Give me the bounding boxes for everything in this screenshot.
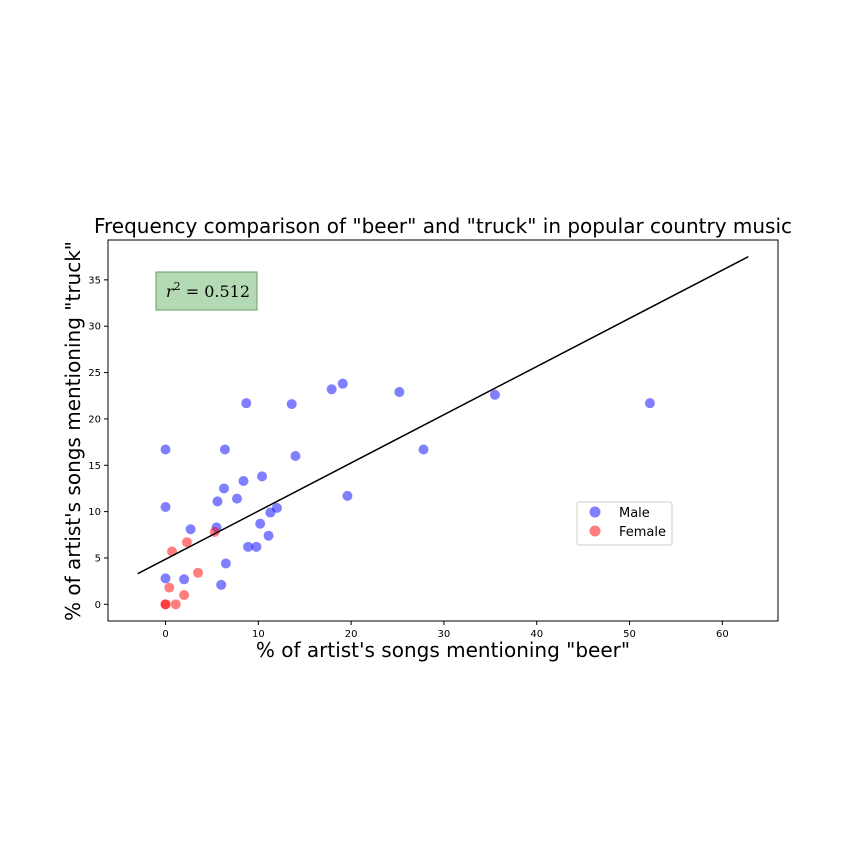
- data-point-female: [170, 599, 181, 610]
- data-point-male: [241, 398, 252, 409]
- data-point-male: [342, 490, 353, 501]
- data-point-male: [644, 398, 655, 409]
- data-point-male: [251, 541, 262, 552]
- data-point-male: [218, 483, 229, 494]
- y-tick-label: 0: [95, 600, 101, 611]
- data-point-male: [290, 450, 301, 461]
- y-tick-label: 20: [88, 414, 101, 425]
- y-tick-label: 5: [95, 553, 101, 564]
- annotation-text: r2 = 0.512: [166, 280, 250, 301]
- data-point-male: [160, 573, 171, 584]
- data-point-male: [185, 524, 196, 535]
- data-point-male: [418, 444, 429, 455]
- x-axis-label: % of artist's songs mentioning "beer": [256, 638, 630, 662]
- x-tick-label: 50: [623, 629, 636, 640]
- data-point-male: [271, 502, 282, 513]
- r-squared-annotation: r2 = 0.512: [155, 271, 258, 311]
- data-point-male: [489, 389, 500, 400]
- annotation-box: [155, 271, 258, 311]
- data-point-female: [167, 546, 178, 557]
- data-point-male: [216, 579, 227, 590]
- data-point-male: [231, 493, 242, 504]
- chart-title: Frequency comparison of "beer" and "truc…: [94, 214, 792, 238]
- data-point-male: [179, 574, 190, 585]
- data-point-male: [257, 471, 268, 482]
- x-tick-label: 60: [716, 629, 729, 640]
- data-point-male: [160, 444, 171, 455]
- data-point-female: [164, 582, 175, 593]
- legend-frame: [576, 501, 673, 546]
- data-point-male: [326, 384, 337, 395]
- data-point-male: [160, 501, 171, 512]
- data-point-male: [243, 541, 254, 552]
- x-tick-label: 40: [530, 629, 543, 640]
- data-point-male: [286, 399, 297, 410]
- data-point-male: [337, 378, 348, 389]
- legend-marker-female: [589, 525, 601, 537]
- data-point-female: [179, 590, 190, 601]
- legend-marker-male: [589, 506, 601, 518]
- data-point-female: [181, 537, 192, 548]
- data-point-male: [394, 387, 405, 398]
- y-tick-label: 15: [88, 461, 101, 472]
- y-tick-label: 25: [88, 368, 101, 379]
- legend-label-female: Female: [619, 525, 666, 540]
- y-tick-label: 30: [88, 322, 101, 333]
- axis-ticks: 0 10 20 30 40 50 60 0 5 10 15 20 25 30 35: [88, 275, 728, 640]
- data-points: [160, 378, 655, 610]
- x-tick-label: 0: [162, 629, 168, 640]
- regression-line: [137, 256, 749, 575]
- plot-frame: [107, 239, 779, 622]
- x-tick-label: 10: [252, 629, 265, 640]
- data-point-female: [193, 567, 204, 578]
- data-point-male: [212, 496, 223, 507]
- data-point-female: [160, 599, 171, 610]
- x-tick-label: 20: [345, 629, 358, 640]
- data-point-male: [238, 476, 249, 487]
- y-tick-label: 10: [88, 507, 101, 518]
- data-point-male: [220, 558, 231, 569]
- legend-label-male: Male: [619, 506, 650, 521]
- x-tick-label: 30: [438, 629, 451, 640]
- y-tick-label: 35: [88, 275, 101, 286]
- legend: Male Female: [576, 501, 673, 546]
- y-axis-label: % of artist's songs mentioning "truck": [61, 241, 85, 621]
- data-point-male: [219, 444, 230, 455]
- data-point-male: [255, 518, 266, 529]
- data-point-male: [263, 530, 274, 541]
